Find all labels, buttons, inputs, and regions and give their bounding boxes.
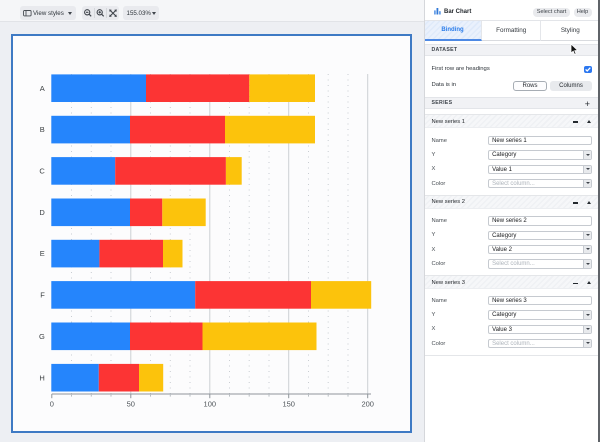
svg-text:G: G bbox=[39, 332, 45, 341]
svg-text:E: E bbox=[40, 249, 45, 258]
svg-text:H: H bbox=[39, 373, 44, 382]
svg-text:C: C bbox=[39, 167, 45, 176]
svg-text:200: 200 bbox=[361, 400, 374, 409]
svg-text:100: 100 bbox=[204, 400, 217, 409]
svg-text:B: B bbox=[40, 125, 45, 134]
svg-text:150: 150 bbox=[282, 400, 295, 409]
svg-text:D: D bbox=[39, 208, 45, 217]
svg-text:50: 50 bbox=[127, 400, 135, 409]
svg-text:0: 0 bbox=[50, 400, 54, 409]
svg-text:F: F bbox=[40, 291, 45, 300]
svg-text:A: A bbox=[40, 84, 45, 93]
